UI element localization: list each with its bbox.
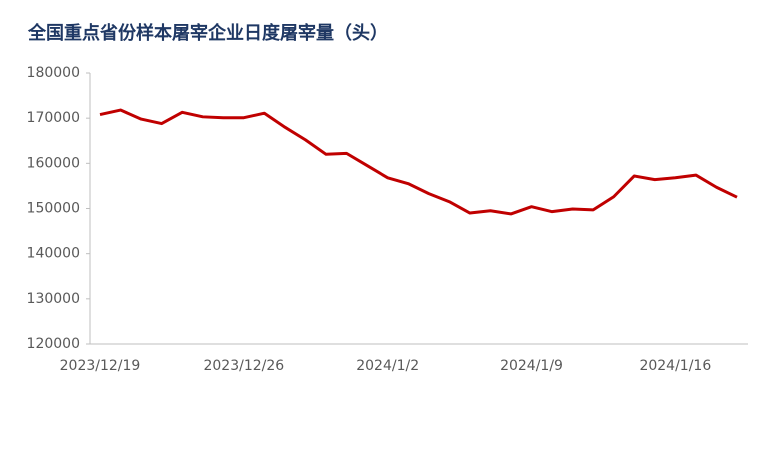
- x-tick-label: 2023/12/26: [203, 358, 284, 374]
- x-tick-label: 2024/1/16: [639, 358, 711, 374]
- y-tick-label: 120000: [27, 336, 80, 352]
- x-tick-label: 2023/12/19: [60, 358, 141, 374]
- y-tick-label: 130000: [27, 291, 80, 307]
- line-series: [99, 108, 738, 216]
- y-tick-label: 150000: [27, 201, 80, 217]
- y-tick-label: 170000: [27, 110, 80, 126]
- y-tick-label: 140000: [27, 246, 80, 262]
- y-tick-label: 160000: [27, 155, 80, 171]
- y-tick-label: 180000: [27, 65, 80, 81]
- x-tick-label: 2024/1/9: [500, 358, 563, 374]
- x-tick-label: 2024/1/2: [356, 358, 419, 374]
- chart-title: 全国重点省份样本屠宰企业日度屠宰量（头）: [27, 22, 388, 44]
